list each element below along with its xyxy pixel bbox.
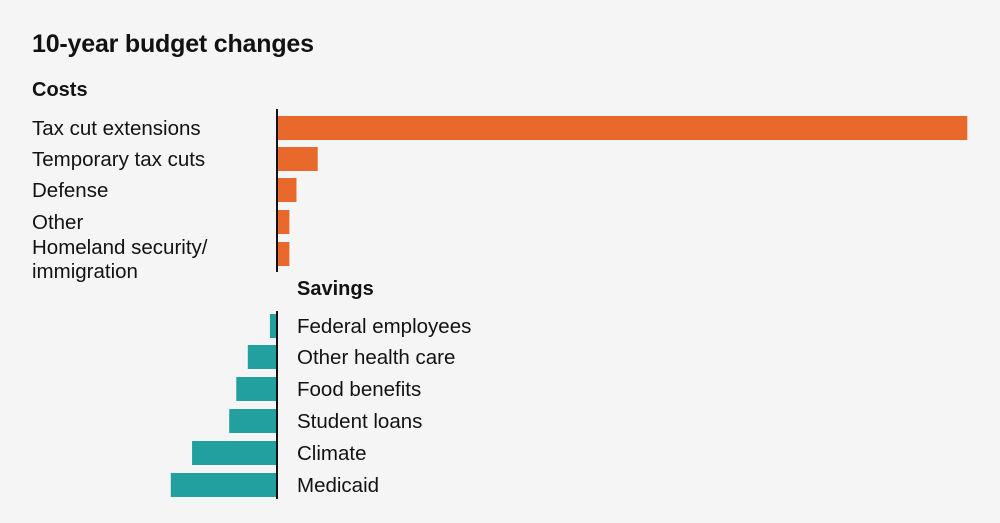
- cost-bar-other: [277, 210, 290, 234]
- savings-bar-federal-employees: [269, 314, 277, 338]
- cost-bar-tax-cut-extensions: [277, 116, 968, 140]
- savings-section-label: Savings: [297, 278, 374, 300]
- cost-bar-defense: [277, 178, 297, 202]
- cost-label-temporary-tax-cuts: Temporary tax cuts: [32, 148, 205, 171]
- cost-bar-temporary-tax-cuts: [277, 147, 318, 171]
- savings-bar-climate: [192, 441, 277, 465]
- savings-label-federal-employees: Federal employees: [297, 315, 471, 338]
- savings-label-food-benefits: Food benefits: [297, 378, 421, 401]
- costs-section-label: Costs: [32, 79, 88, 101]
- savings-bar-student-loans: [229, 409, 277, 433]
- savings-label-student-loans: Student loans: [297, 410, 422, 433]
- savings-bar-other-health-care: [247, 345, 277, 369]
- cost-bar-homeland-security-immigration: [277, 242, 290, 266]
- savings-label-other-health-care: Other health care: [297, 346, 455, 369]
- cost-label-defense: Defense: [32, 179, 108, 202]
- cost-label-other: Other: [32, 211, 83, 234]
- savings-bar-medicaid: [170, 473, 277, 497]
- cost-label-homeland-security-immigration: Homeland security/immigration: [32, 236, 208, 283]
- cost-label-tax-cut-extensions: Tax cut extensions: [32, 117, 201, 140]
- savings-label-climate: Climate: [297, 442, 367, 465]
- savings-bar-food-benefits: [236, 377, 277, 401]
- savings-label-medicaid: Medicaid: [297, 474, 379, 497]
- chart-title: 10-year budget changes: [32, 30, 314, 58]
